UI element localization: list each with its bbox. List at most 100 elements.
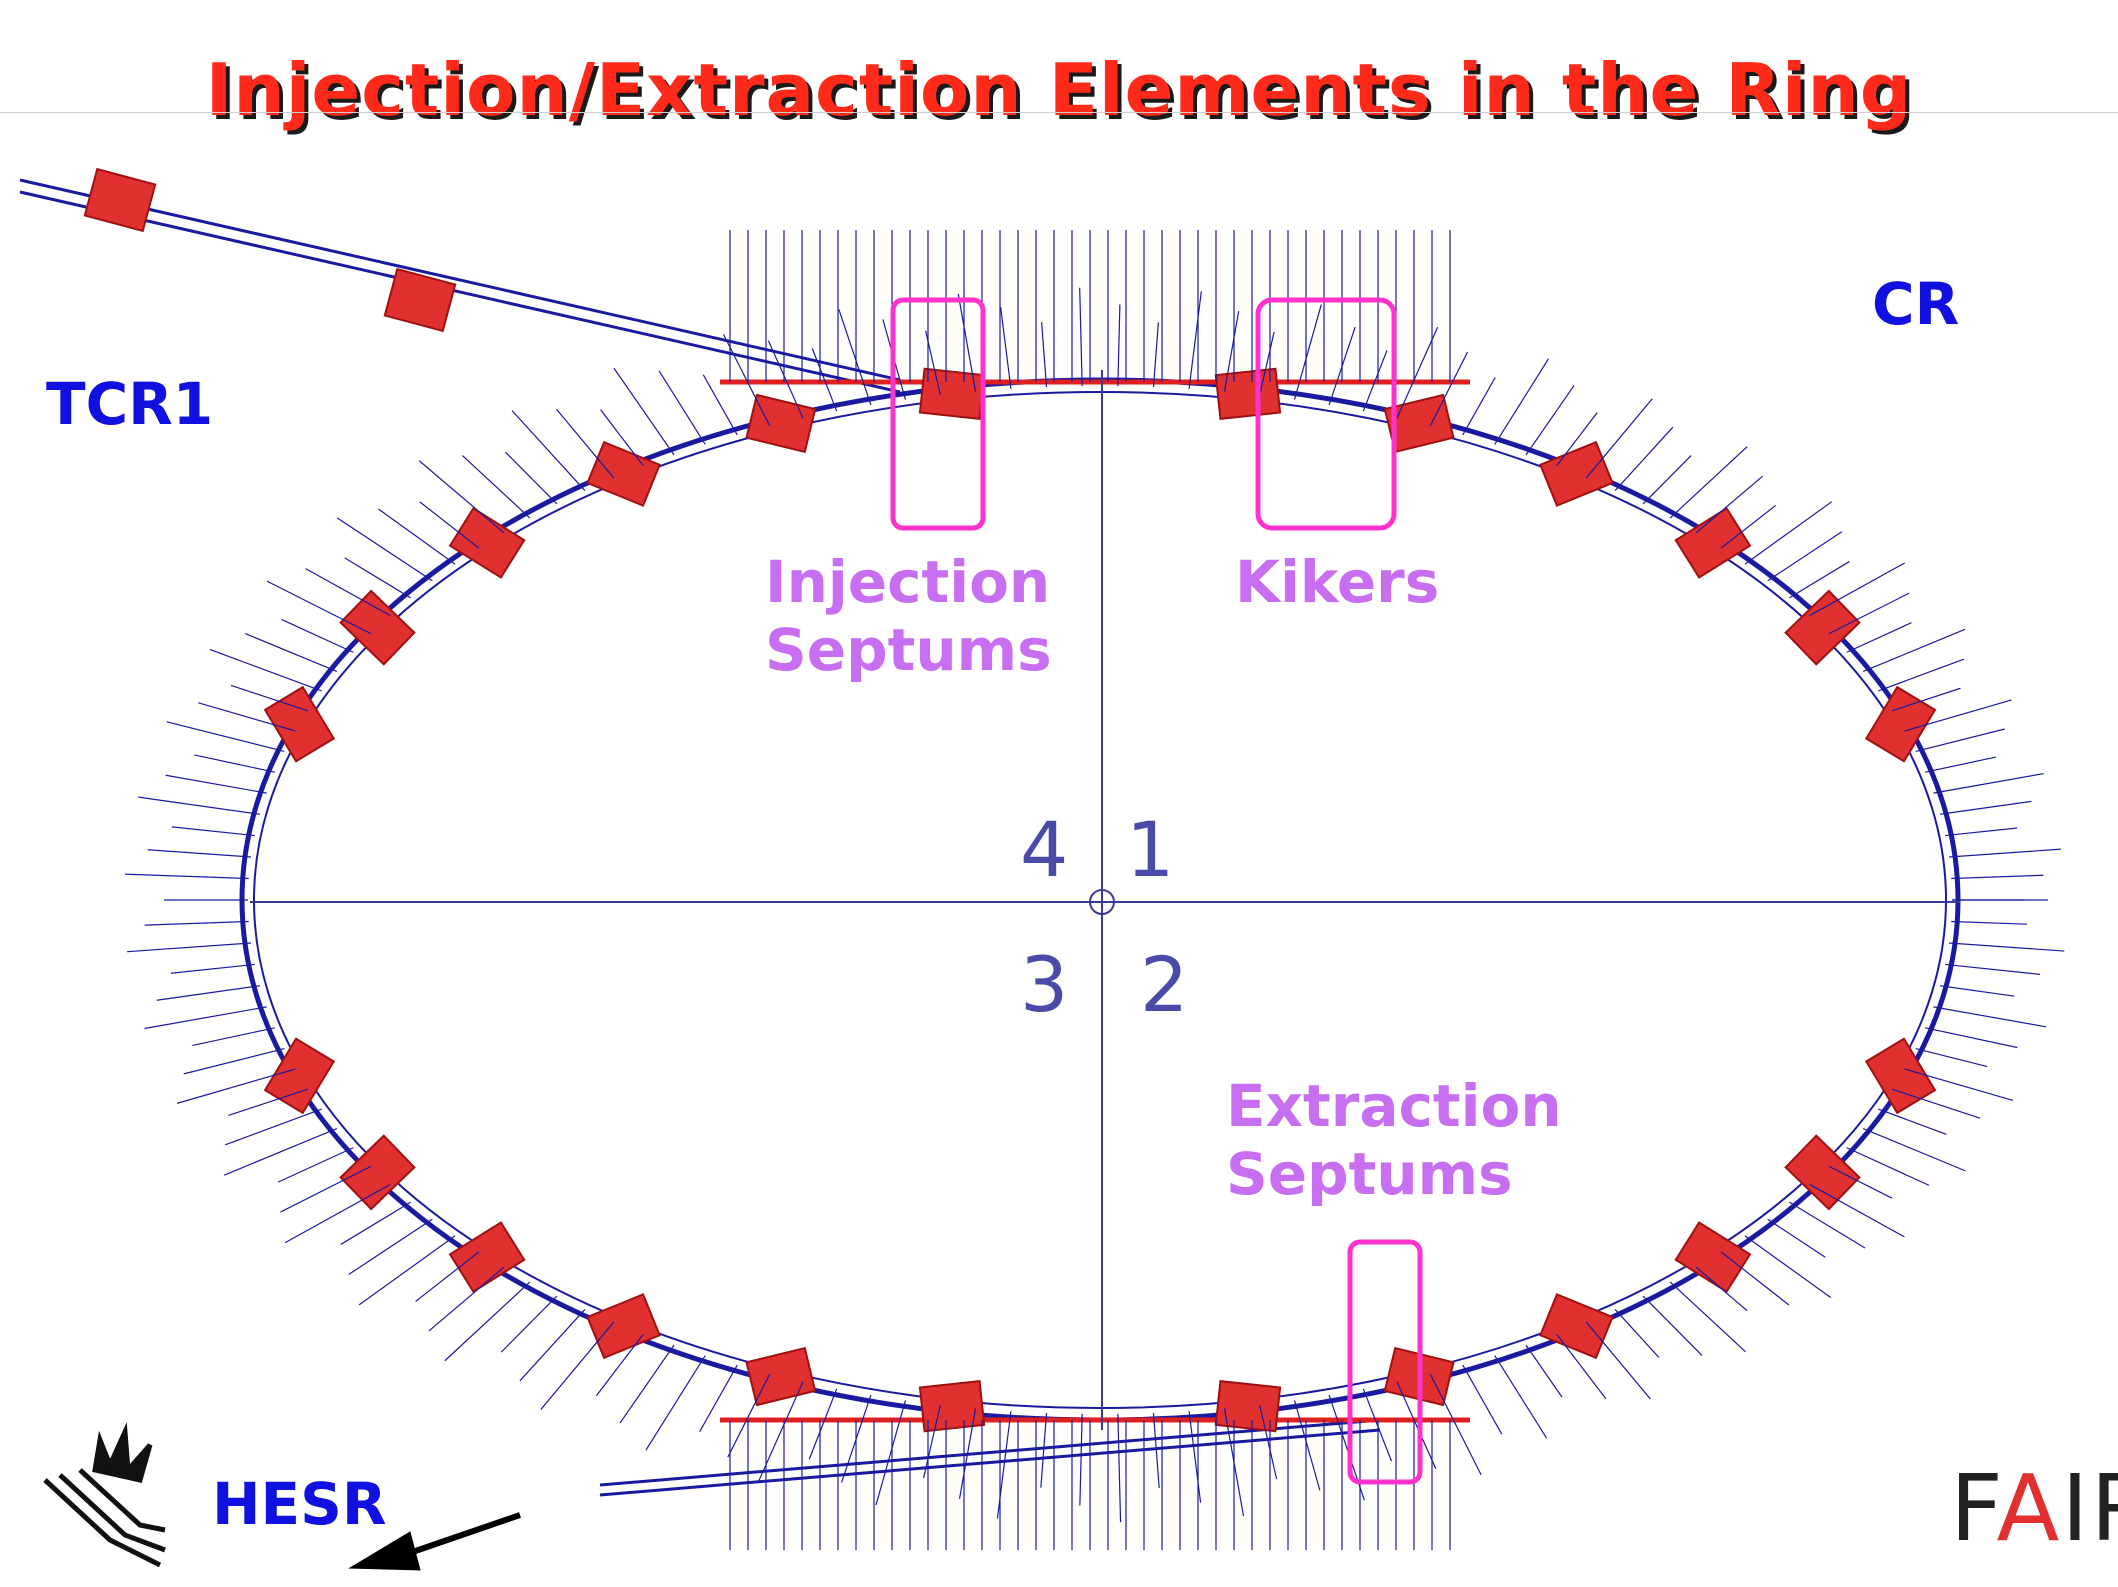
element-label-line	[1788, 560, 1850, 599]
element-label-line	[838, 309, 872, 406]
element-label-line	[1925, 1027, 2018, 1049]
element-label-line	[1293, 1400, 1321, 1491]
element-label-line	[228, 1088, 309, 1116]
element-label-line	[1614, 426, 1674, 491]
element-label-line	[595, 1333, 644, 1397]
element-label-line	[1925, 756, 1997, 773]
element-label-lines	[124, 230, 2065, 1550]
element-label-line	[378, 508, 456, 565]
element-label-line	[1188, 291, 1202, 389]
extraction-callout-line2: Septums	[1226, 1140, 1513, 1208]
element-label-line	[358, 1235, 456, 1306]
hesr-arrow	[348, 1512, 521, 1571]
tcr1-label: TCR1	[46, 370, 214, 438]
element-label-line	[1223, 311, 1240, 392]
straight-sections	[720, 379, 1470, 1423]
element-label-line	[1117, 304, 1121, 387]
element-label-line	[171, 826, 255, 837]
element-label-line	[1878, 1108, 1947, 1135]
element-label-line	[699, 1364, 738, 1432]
element-label-line	[348, 1218, 433, 1275]
element-label-line	[284, 1183, 391, 1244]
element-label-line	[1933, 772, 2044, 794]
element-label-line	[1396, 1381, 1437, 1469]
element-label-line	[223, 1127, 338, 1176]
element-label-line	[1642, 1295, 1703, 1356]
element-label-line	[1494, 358, 1550, 445]
dipole-magnet	[263, 1037, 336, 1115]
element-label-line	[1556, 1333, 1607, 1400]
element-label-line	[1494, 1355, 1548, 1439]
element-label-line	[1951, 874, 2044, 880]
element-label-line	[1767, 531, 1843, 582]
element-label-line	[727, 1373, 771, 1458]
element-label-line	[209, 648, 322, 692]
element-label-line	[1948, 942, 2065, 952]
element-label-line	[1933, 1006, 2047, 1028]
element-label-line	[1614, 1309, 1660, 1358]
element-label-line	[277, 1147, 354, 1183]
element-label-line	[1915, 728, 2005, 753]
element-label-line	[340, 1201, 412, 1245]
element-label-line	[156, 985, 261, 1001]
element-label-line	[1000, 307, 1012, 389]
quadrant-4-label: 4	[1020, 805, 1069, 894]
dipole-magnet	[83, 167, 157, 233]
element-label-line	[600, 409, 644, 467]
element-label-line	[1945, 963, 2041, 975]
dipole-magnet	[586, 440, 661, 507]
fair-logo-a: A	[1996, 1455, 2062, 1562]
element-label-line	[230, 684, 309, 712]
element-label-line	[1152, 1412, 1160, 1489]
dipole-magnet	[339, 1134, 416, 1211]
element-label-line	[1079, 1413, 1083, 1506]
element-label-line	[1462, 377, 1496, 436]
dipole-magnet	[1214, 1380, 1282, 1433]
element-label-line	[1642, 455, 1692, 505]
element-label-line	[958, 1408, 977, 1499]
element-label-line	[1152, 322, 1159, 388]
element-label-line	[124, 873, 249, 880]
element-label-line	[1904, 1068, 2014, 1102]
element-label-line	[1040, 321, 1048, 388]
element-label-line	[767, 340, 804, 419]
element-label-line	[176, 1068, 296, 1104]
institute-logo	[43, 1422, 166, 1568]
element-label-line	[540, 1321, 615, 1410]
element-label-line	[957, 293, 977, 392]
element-label-line	[613, 367, 675, 456]
element-label-line	[1429, 351, 1469, 427]
element-label-line	[245, 633, 338, 673]
element-label-line	[419, 501, 480, 549]
injection-septum-callout: Injection Septums	[765, 548, 1052, 684]
element-label-line	[1556, 412, 1598, 467]
dipole-magnet	[383, 267, 457, 333]
element-label-line	[1293, 304, 1322, 400]
element-label-line	[1259, 331, 1275, 396]
element-label-line	[619, 1344, 675, 1424]
element-label-line	[1462, 1364, 1503, 1435]
element-label-line	[1188, 1411, 1202, 1503]
fair-logo-f: F	[1950, 1455, 1997, 1562]
element-label-line	[444, 1281, 531, 1362]
element-label-line	[1948, 848, 2061, 858]
dipole-magnet	[1214, 367, 1282, 420]
element-label-line	[1695, 1266, 1748, 1312]
element-label-line	[1720, 1251, 1790, 1306]
element-label-line	[658, 370, 706, 445]
element-label-line	[415, 1251, 480, 1302]
element-label-line	[1744, 1235, 1832, 1299]
element-label-line	[1891, 1088, 1981, 1119]
element-label-line	[1669, 1281, 1746, 1353]
kicker-box	[1255, 297, 1397, 531]
element-label-line	[165, 774, 267, 794]
dipole-magnet	[918, 1380, 986, 1433]
dipole-magnet	[586, 1293, 661, 1360]
element-label-line	[1079, 287, 1083, 387]
element-label-line	[500, 1295, 558, 1353]
center-axes	[250, 370, 1960, 1430]
element-label-line	[144, 1006, 267, 1030]
element-label-line	[1429, 1373, 1482, 1476]
element-label-line	[1396, 326, 1439, 419]
extraction-callout-line1: Extraction	[1226, 1072, 1562, 1140]
